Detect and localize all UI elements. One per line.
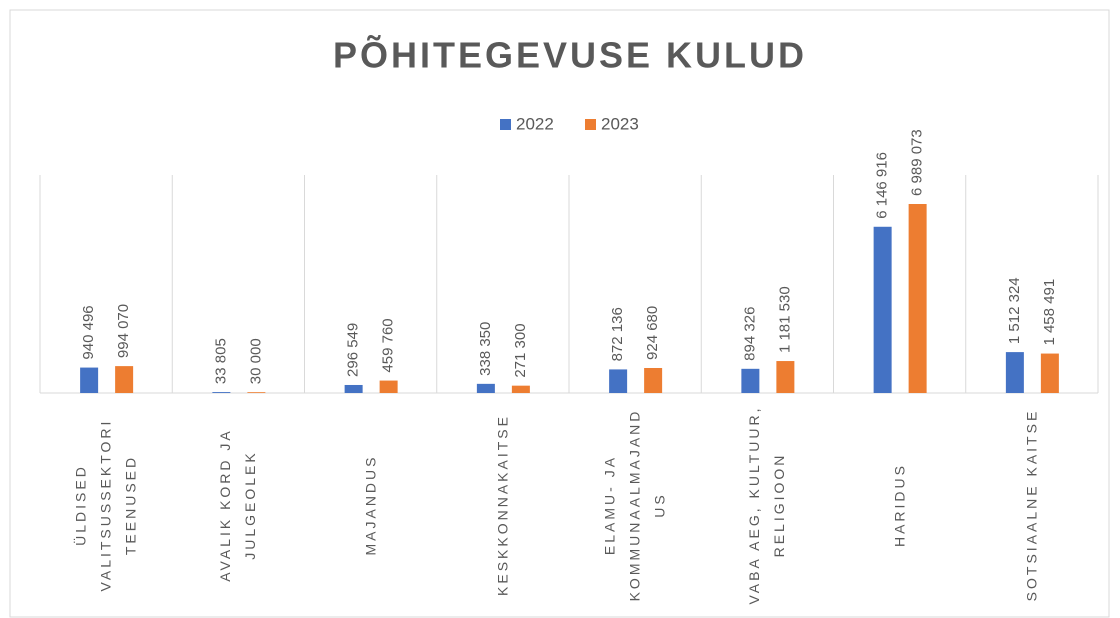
data-label: 338 350 xyxy=(477,322,494,376)
data-label: 6 989 073 xyxy=(909,129,926,196)
bar xyxy=(247,392,266,393)
legend-swatch xyxy=(500,119,511,130)
bar xyxy=(908,204,927,393)
chart-title: PÕHITEGEVUSE KULUD xyxy=(333,34,807,76)
data-label: 1 512 324 xyxy=(1006,277,1023,344)
legend-label: 2022 xyxy=(516,114,554,133)
bar xyxy=(115,366,134,393)
bar xyxy=(511,385,530,393)
data-label: 33 805 xyxy=(212,338,229,384)
data-label: 1 458 491 xyxy=(1041,279,1058,346)
x-tick-label: MAJANDUS xyxy=(362,454,379,556)
bar xyxy=(1005,352,1024,393)
x-tick-label: VABA AEG, KULTUUR, RELIGIOON xyxy=(746,405,788,605)
data-label: 894 326 xyxy=(741,307,758,361)
data-label: 271 300 xyxy=(512,323,529,377)
bar xyxy=(741,368,760,393)
bar xyxy=(80,367,99,393)
bar xyxy=(873,226,892,393)
data-label: 1 181 530 xyxy=(776,286,793,353)
bar xyxy=(776,361,795,393)
x-tick-label: ÜLDISED VALITSUSSEKTORI TEENUSED xyxy=(72,418,139,592)
data-label: 30 000 xyxy=(247,338,264,384)
legend-label: 2023 xyxy=(601,114,639,133)
data-label: 994 070 xyxy=(115,304,132,358)
bar xyxy=(609,369,628,393)
x-tick-label: SOTSIAALNE KAITSE xyxy=(1023,408,1040,602)
x-tick-label: ELAMU- JA KOMMUNAALMAJANDUS xyxy=(601,408,668,602)
data-label: 6 146 916 xyxy=(874,152,891,219)
bar xyxy=(212,392,231,393)
bar xyxy=(379,380,398,393)
x-tick-label: HARIDUS xyxy=(891,463,908,548)
data-label: 296 549 xyxy=(345,323,362,377)
x-tick-label: KESKKONNAKAITSE xyxy=(494,414,511,596)
data-label: 924 680 xyxy=(644,306,661,360)
data-label: 872 136 xyxy=(609,307,626,361)
bar xyxy=(644,367,663,393)
x-tick-label: AVALIK KORD JA JULGEOLEK xyxy=(217,428,259,582)
legend-swatch xyxy=(585,119,596,130)
data-label: 940 496 xyxy=(80,305,97,359)
data-label: 459 760 xyxy=(380,318,397,372)
bar xyxy=(476,383,495,393)
chart-border xyxy=(9,9,1110,618)
bar xyxy=(1040,353,1059,393)
bar xyxy=(344,384,363,393)
